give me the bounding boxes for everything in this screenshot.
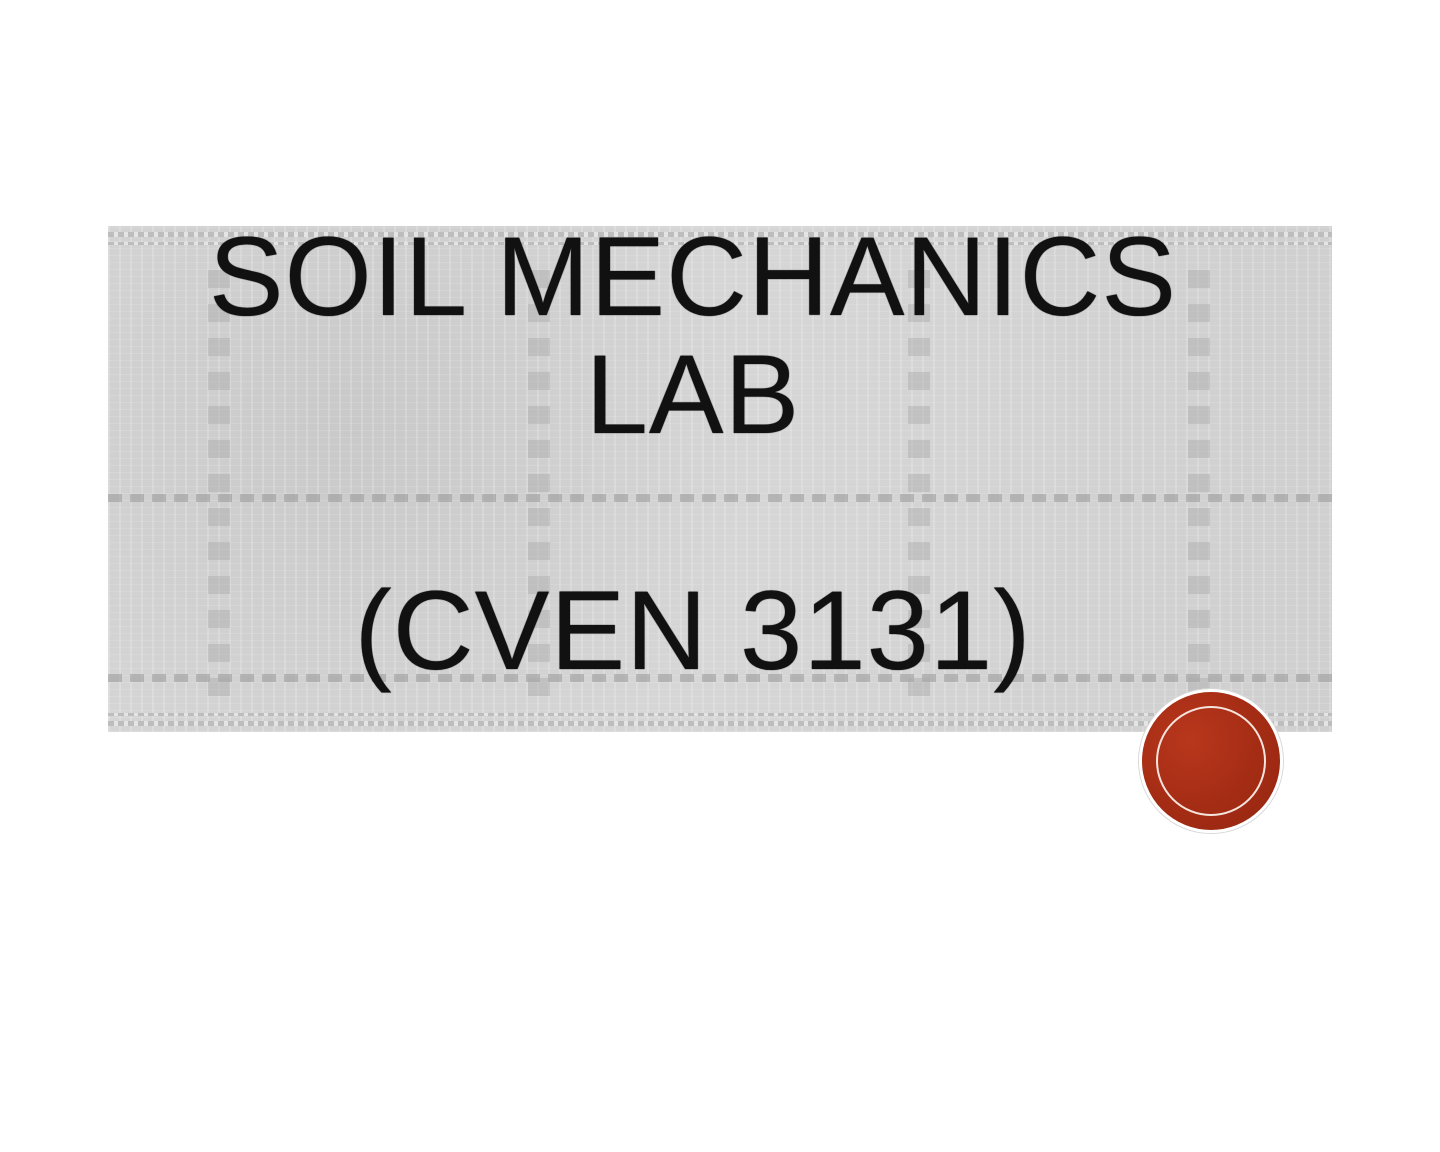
- slide-title: SOIL MECHANICS LAB (CVEN 3131): [208, 214, 1178, 693]
- banner-motif: [1188, 256, 1210, 696]
- banner-stripe: [108, 242, 1332, 245]
- accent-circle-ring: [1156, 706, 1266, 816]
- banner-stripe: [108, 721, 1332, 726]
- banner-stripe: [108, 232, 1332, 237]
- banner-motif: [108, 494, 1332, 502]
- banner-motif: [908, 256, 930, 696]
- banner-stripe: [108, 713, 1332, 716]
- accent-circle: [1139, 689, 1283, 833]
- title-banner: [108, 226, 1332, 732]
- banner-motif: [528, 256, 550, 696]
- banner-motif: [108, 674, 1332, 682]
- banner-motif: [208, 256, 230, 696]
